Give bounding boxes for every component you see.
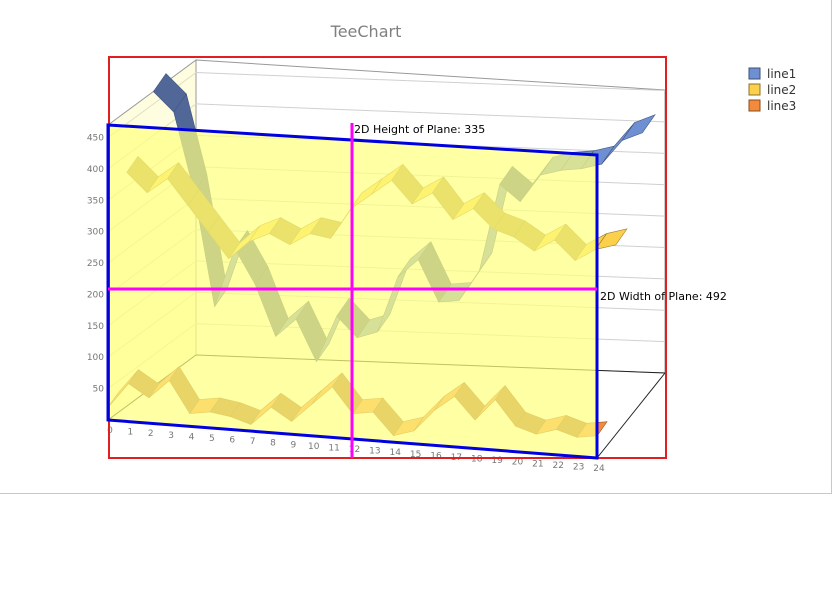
x-tick-label: 5 [209,434,215,444]
x-tick-label: 23 [573,462,584,472]
x-tick-label: 10 [308,442,320,452]
legend-item-line1[interactable]: line1 [748,67,796,81]
height-annotation: 2D Height of Plane: 335 [354,123,485,136]
legend-swatch [748,83,761,96]
gridline [195,103,666,123]
x-tick-label: 4 [189,432,195,442]
x-tick-label: 21 [532,459,543,469]
plane-outline [106,123,599,460]
x-tick-label: 16 [430,451,442,461]
y-tick-label: 350 [87,196,104,206]
chart-title: TeeChart [330,22,402,41]
x-tick-label: 3 [168,431,174,441]
legend-label: line3 [767,99,796,113]
y-axis: 50 100 150 200 250 300 350 400 450 [87,134,104,395]
x-tick-label: 22 [553,461,564,471]
y-tick-label: 150 [87,322,104,332]
legend-item-line2[interactable]: line2 [748,83,796,97]
y-tick-label: 200 [87,290,104,300]
x-tick-label: 18 [471,455,483,465]
legend-swatch [748,99,761,112]
legend-label: line2 [767,83,796,97]
legend[interactable]: line1 line2 line3 [748,67,796,113]
x-tick-label: 2 [148,429,154,439]
y-tick-label: 250 [87,259,104,269]
y-tick-label: 300 [87,228,104,238]
x-tick-label: 9 [291,440,297,450]
x-tick-label: 12 [349,445,360,455]
x-tick-label: 20 [512,458,524,468]
x-tick-label: 7 [250,437,256,447]
y-tick-label: 400 [87,165,104,175]
x-tick-label: 15 [410,450,421,460]
x-axis: 0 1 2 3 4 5 6 7 8 9 10 11 12 13 14 15 16 17 18 19 20 21 22 23 24 [107,426,605,474]
x-tick-label: 8 [270,439,276,449]
width-annotation: 2D Width of Plane: 492 [600,290,727,303]
x-tick-label: 24 [593,464,605,474]
x-tick-label: 13 [369,447,380,457]
x-tick-label: 6 [229,436,235,446]
chart-frame [0,0,832,494]
series-segment [621,114,656,142]
legend-swatch [748,67,761,80]
gridline [195,72,666,92]
x-tick-label: 11 [328,443,339,453]
legend-item-line3[interactable]: line3 [748,99,796,113]
series-segment [594,228,628,251]
x-tick-label: 14 [390,448,402,458]
y-tick-label: 100 [87,353,104,363]
y-tick-label: 450 [87,134,104,144]
x-tick-label: 19 [491,456,503,466]
legend-label: line1 [767,67,796,81]
y-tick-label: 50 [93,385,105,395]
x-tick-label: 1 [128,428,134,438]
x-tick-label: 0 [107,426,113,436]
